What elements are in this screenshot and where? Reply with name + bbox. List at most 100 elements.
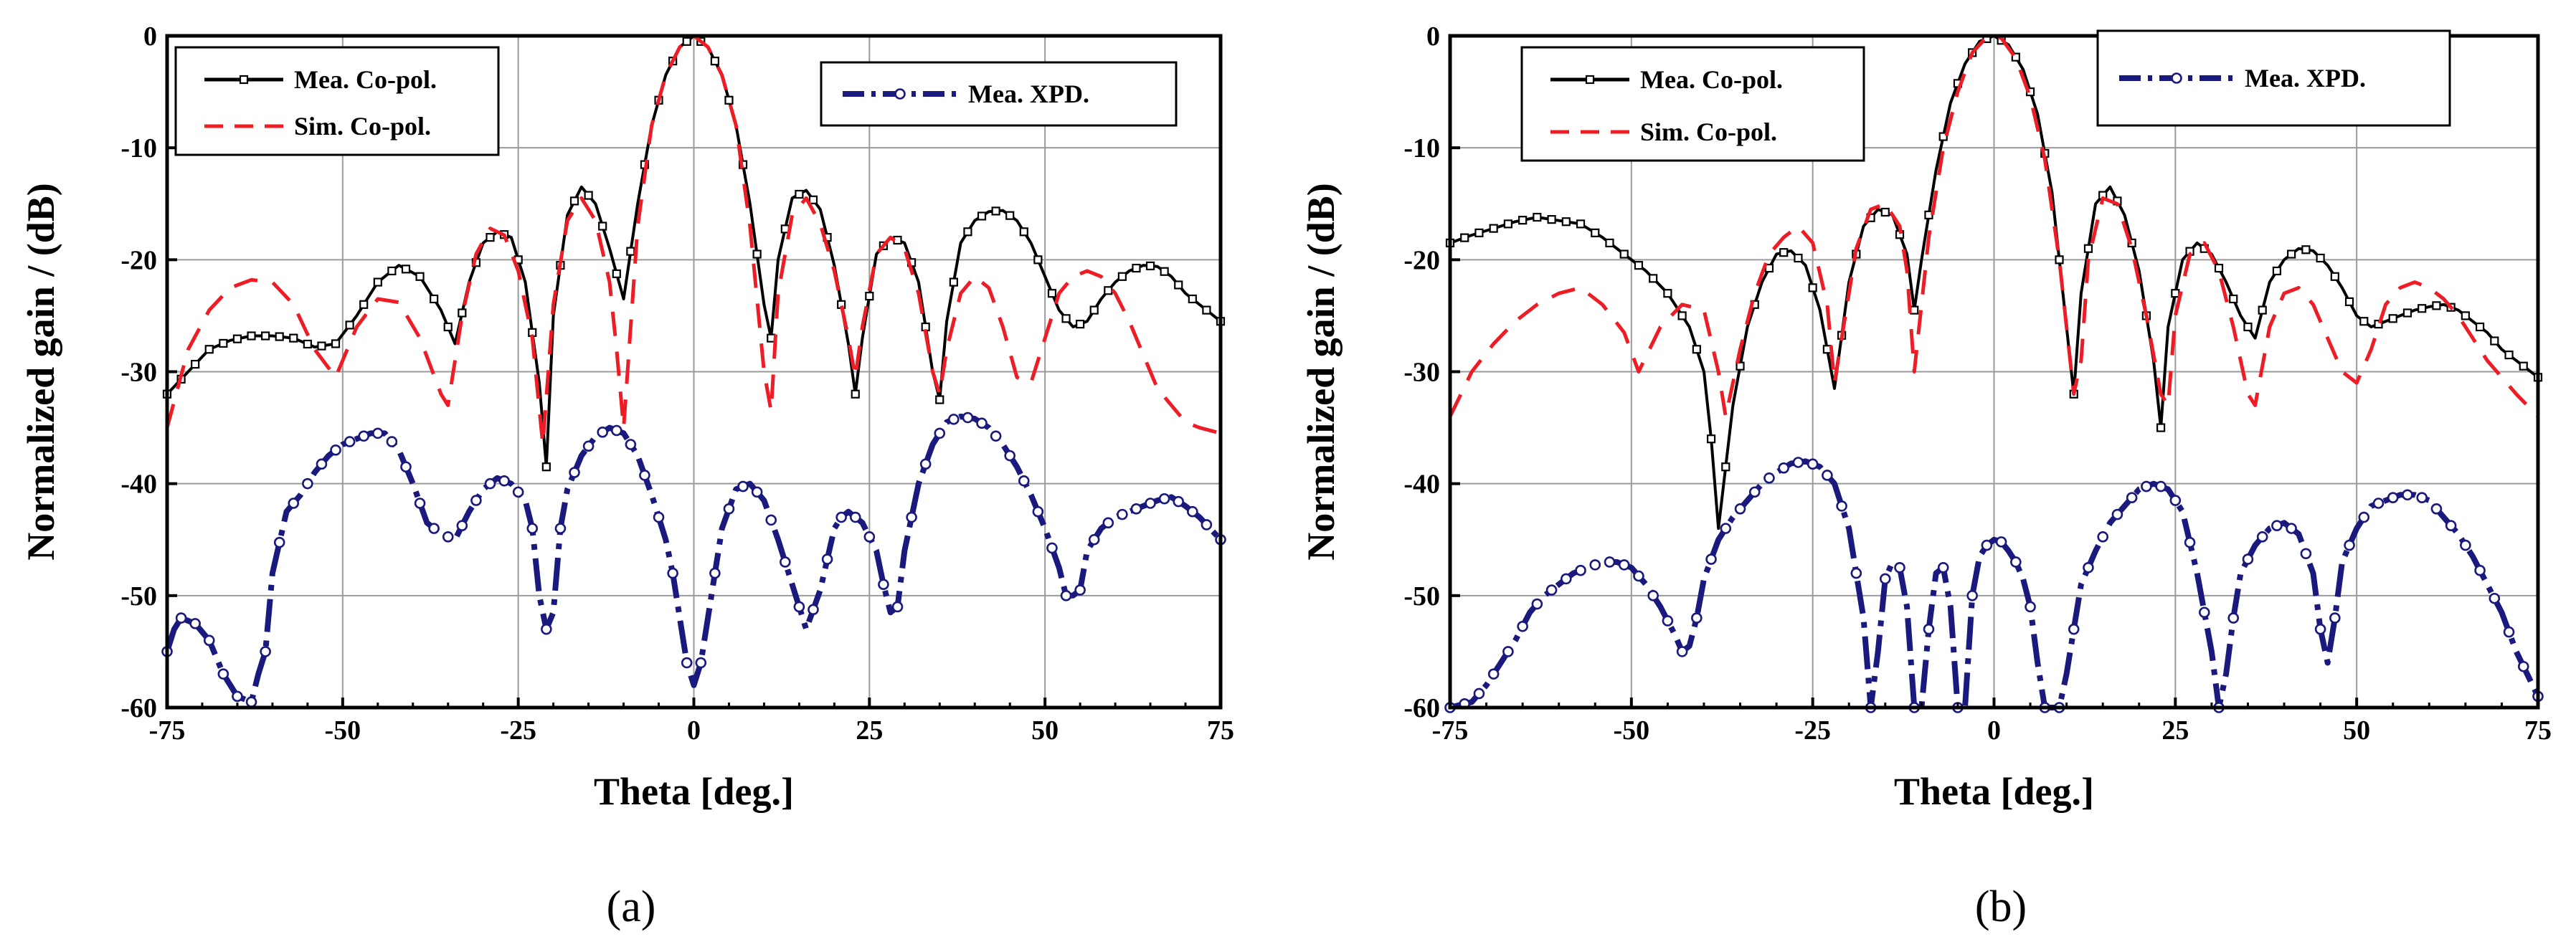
data-point bbox=[1046, 542, 1058, 554]
data-point bbox=[2330, 272, 2339, 281]
y-tick-label: -20 bbox=[120, 245, 157, 275]
data-point bbox=[498, 475, 510, 487]
data-point bbox=[273, 536, 285, 548]
data-point bbox=[2300, 548, 2312, 560]
data-point bbox=[302, 477, 313, 490]
data-point bbox=[289, 333, 298, 343]
data-point bbox=[2272, 266, 2282, 276]
data-point bbox=[1019, 227, 1028, 237]
data-point bbox=[1576, 219, 1586, 229]
axis-ticks bbox=[1449, 34, 2539, 709]
axis-ticks bbox=[166, 34, 1222, 709]
data-point bbox=[851, 389, 860, 399]
data-point bbox=[1033, 255, 1043, 265]
series-line-mea-xpd bbox=[164, 414, 1223, 705]
data-point bbox=[1047, 289, 1057, 298]
data-point bbox=[2171, 289, 2180, 298]
data-point bbox=[2489, 592, 2501, 604]
data-point bbox=[737, 480, 749, 492]
data-point bbox=[2286, 523, 2297, 534]
panel-label: (a) bbox=[607, 882, 656, 931]
legend-co-pol: Mea. Co-pol. Sim. Co-pol. bbox=[1520, 46, 1865, 162]
data-point bbox=[1794, 253, 1803, 263]
y-tick-label: -40 bbox=[120, 470, 157, 500]
x-tick-label: -75 bbox=[1432, 715, 1469, 746]
x-axis-title: Theta [deg.] bbox=[594, 770, 794, 813]
data-point bbox=[863, 531, 876, 543]
data-point bbox=[2517, 660, 2529, 672]
y-tick-label: -20 bbox=[1403, 245, 1440, 275]
data-point bbox=[443, 322, 453, 332]
legend-label-mea-co-pol: Mea. Co-pol. bbox=[294, 65, 437, 94]
data-point bbox=[808, 195, 818, 204]
y-tick-label: -40 bbox=[1403, 470, 1440, 500]
data-point bbox=[1104, 286, 1113, 295]
data-point bbox=[2316, 253, 2325, 263]
data-point bbox=[1706, 434, 1716, 444]
data-point bbox=[1517, 620, 1528, 632]
data-point bbox=[1474, 228, 1484, 237]
data-point bbox=[1061, 314, 1071, 323]
y-axis-title: Normalized gain / (dB) bbox=[19, 183, 62, 560]
data-point bbox=[526, 523, 539, 534]
data-point bbox=[2214, 263, 2224, 273]
y-tick-label: -30 bbox=[120, 358, 157, 388]
data-point bbox=[456, 520, 468, 532]
legend-xpd: Mea. XPD. bbox=[2096, 29, 2451, 127]
data-point bbox=[808, 604, 819, 616]
data-point bbox=[639, 470, 650, 481]
data-point bbox=[2011, 52, 2020, 62]
data-point bbox=[1924, 210, 1933, 219]
legend-co-pol: Mea. Co-pol. Sim. Co-pol. bbox=[174, 46, 500, 156]
data-point bbox=[345, 320, 354, 330]
x-tick-label: -25 bbox=[500, 715, 536, 746]
plot-series bbox=[1444, 34, 2544, 713]
data-point bbox=[232, 334, 242, 343]
data-point bbox=[682, 37, 691, 46]
data-point bbox=[2156, 423, 2166, 432]
data-point bbox=[1894, 561, 1905, 574]
data-point bbox=[2184, 536, 2196, 548]
data-point bbox=[442, 531, 454, 543]
x-tick-label: -75 bbox=[149, 715, 186, 746]
y-tick-label: -50 bbox=[120, 581, 157, 611]
data-point bbox=[584, 191, 593, 200]
y-tick-label: -60 bbox=[1403, 693, 1440, 723]
data-point bbox=[203, 634, 215, 647]
data-point bbox=[2256, 531, 2268, 543]
x-tick-label: -50 bbox=[1614, 715, 1650, 746]
data-point bbox=[2430, 503, 2443, 515]
data-point bbox=[373, 277, 382, 287]
data-point bbox=[752, 249, 762, 259]
legend-label-mea-xpd: Mea. XPD. bbox=[968, 80, 1089, 108]
data-point bbox=[795, 189, 804, 199]
data-point bbox=[2490, 336, 2499, 346]
data-point bbox=[1188, 294, 1197, 304]
x-tick-label: 50 bbox=[1031, 715, 1059, 746]
data-point bbox=[2374, 320, 2383, 329]
data-point bbox=[849, 511, 861, 523]
data-point bbox=[1591, 228, 1600, 237]
data-point bbox=[1132, 263, 1141, 273]
data-point bbox=[723, 503, 735, 515]
data-point bbox=[541, 623, 552, 635]
data-point bbox=[1619, 249, 1629, 259]
x-tick-label: 0 bbox=[1987, 715, 2001, 746]
data-point bbox=[1160, 267, 1169, 276]
data-point bbox=[625, 439, 637, 450]
tick-labels: -75 -50 -25 0 25 50 75 0 -10 -20 -30 -40 -50 -60 bbox=[1403, 22, 2552, 746]
data-point bbox=[1060, 590, 1072, 601]
data-point bbox=[1531, 598, 1543, 610]
data-point bbox=[653, 511, 665, 523]
data-point bbox=[359, 300, 369, 309]
legend-line-mea-xpd bbox=[843, 88, 957, 100]
data-point bbox=[582, 440, 595, 452]
data-point bbox=[865, 291, 874, 301]
data-point bbox=[1074, 584, 1086, 596]
data-point bbox=[2314, 623, 2326, 635]
data-point bbox=[1547, 215, 1556, 224]
legend-marker bbox=[2171, 72, 2182, 84]
data-point bbox=[949, 277, 958, 287]
data-point bbox=[2432, 301, 2441, 310]
